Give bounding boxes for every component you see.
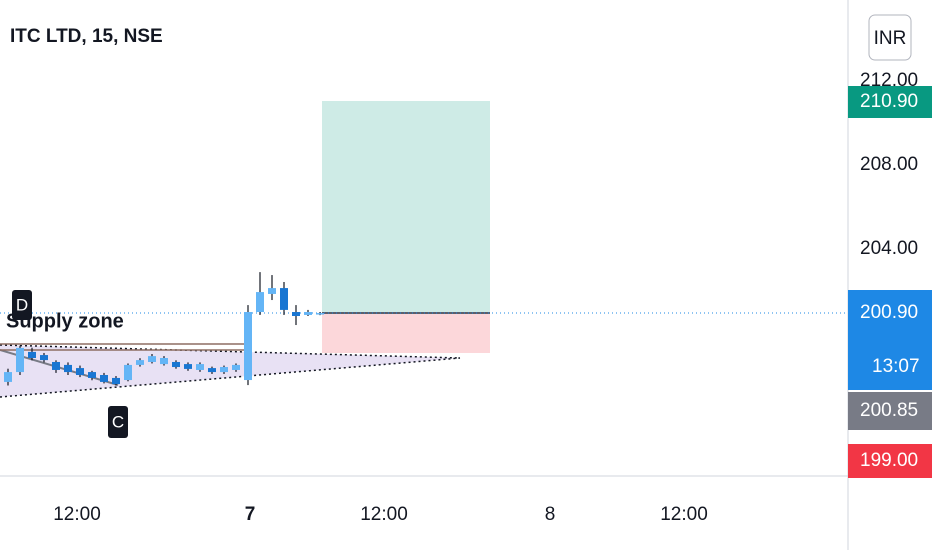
candle-body	[172, 361, 180, 368]
candle-body	[184, 364, 192, 369]
candle-body	[52, 361, 60, 370]
profit-zone[interactable]	[322, 101, 490, 313]
candle-body	[292, 312, 300, 317]
candle-body	[196, 364, 204, 370]
y-tick-label: 204.00	[860, 238, 918, 259]
candle-body	[28, 351, 36, 358]
candle-body	[220, 367, 228, 373]
point-badge	[12, 290, 32, 320]
candle-body	[124, 364, 132, 381]
candle-body	[160, 357, 168, 365]
candle-body	[100, 375, 108, 382]
candle-body	[280, 288, 288, 310]
candle-body	[256, 292, 264, 313]
candle-body	[112, 377, 120, 385]
candle-body	[232, 364, 240, 370]
candle-body	[76, 368, 84, 376]
last-price-badge	[848, 290, 932, 390]
badge-text: 200.85	[860, 400, 918, 421]
symbol-title: ITC LTD, 15, NSE	[10, 26, 163, 47]
x-tick-label: 7	[245, 504, 256, 525]
x-tick-label: 12:00	[53, 504, 101, 525]
stop-badge	[848, 444, 932, 478]
candle-body	[40, 355, 48, 361]
point-badge	[108, 406, 128, 438]
candle-body	[16, 347, 24, 373]
loss-zone[interactable]	[322, 313, 490, 353]
point-label: D	[16, 295, 28, 314]
currency-label[interactable]: INR	[874, 28, 907, 49]
badge-text: 199.00	[860, 450, 918, 471]
entry-badge	[848, 392, 932, 430]
candle-body	[136, 360, 144, 365]
candle-body	[244, 312, 252, 381]
badge-text: 210.90	[860, 91, 918, 112]
candle-body	[208, 368, 216, 373]
candle-body	[64, 364, 72, 373]
time-axis: 12:00 7 12:00 8 12:00	[53, 504, 708, 525]
y-tick-label: 208.00	[860, 154, 918, 175]
currency-button[interactable]	[868, 14, 912, 61]
triangle-lower	[0, 357, 461, 398]
point-label: C	[112, 412, 124, 431]
candles	[4, 272, 324, 386]
candle-body	[316, 313, 324, 315]
x-tick-label: 12:00	[360, 504, 408, 525]
x-tick-label: 12:00	[660, 504, 708, 525]
badge-text: 13:07	[872, 356, 920, 377]
triangle-upper	[0, 344, 461, 359]
zone-label: Supply zone	[6, 310, 124, 332]
target-badge	[848, 86, 932, 118]
y-tick-label: 212.00	[860, 70, 918, 91]
candle-body	[4, 372, 12, 382]
candle-body	[148, 356, 156, 362]
badge-text: 200.90	[860, 302, 918, 323]
candle-body	[88, 372, 96, 378]
candle-body	[268, 288, 276, 294]
x-tick-label: 8	[545, 504, 556, 525]
candle-body	[304, 312, 312, 315]
